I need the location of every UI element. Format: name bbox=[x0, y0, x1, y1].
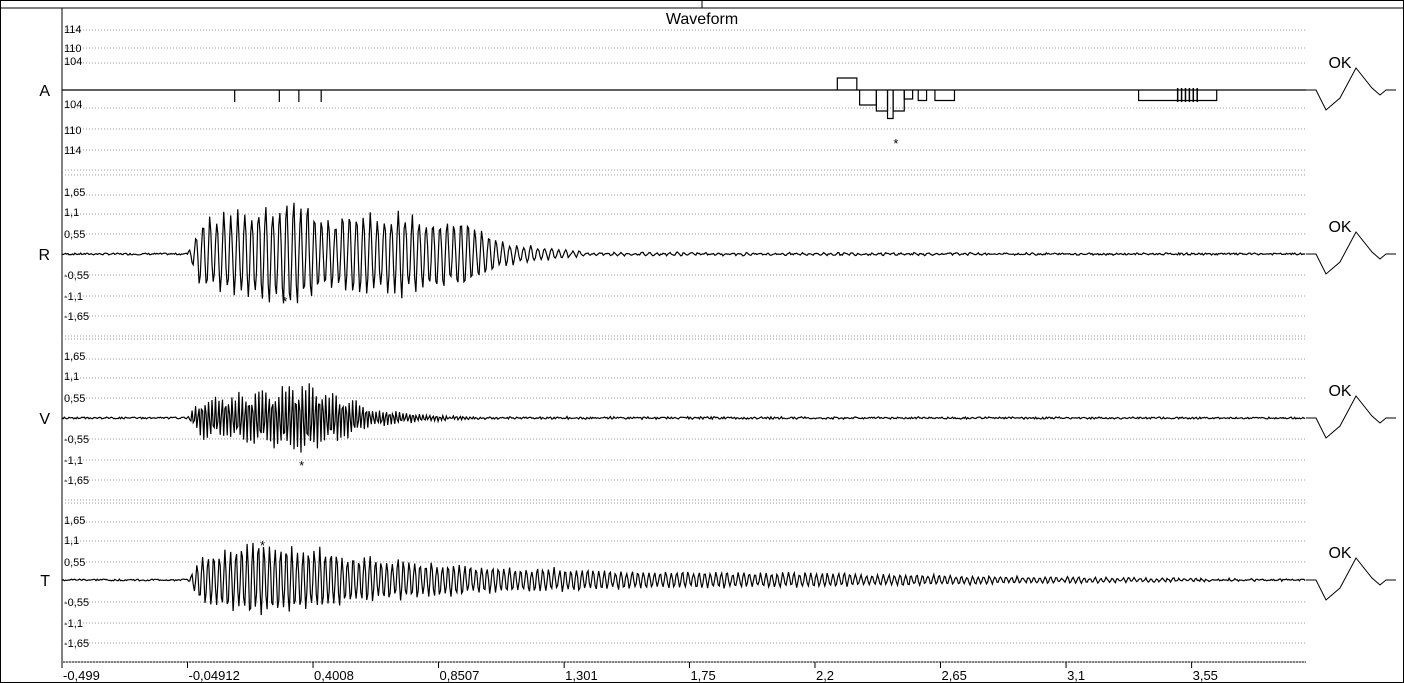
y-tick-label: 1,65 bbox=[64, 187, 85, 199]
peak-marker: * bbox=[299, 458, 304, 473]
y-tick-label: -1,65 bbox=[64, 475, 89, 487]
x-tick-label: -0,499 bbox=[63, 668, 100, 683]
x-tick-label: 3,1 bbox=[1067, 668, 1085, 683]
y-tick-label: -0,55 bbox=[64, 270, 89, 282]
channel-layer: A114110104104110114OK*R1,651,10,55-0,55-… bbox=[38, 24, 1396, 650]
chart-title: Waveform bbox=[666, 11, 738, 28]
x-tick-label: 1,301 bbox=[565, 668, 598, 683]
x-tick-label: 3,55 bbox=[1193, 668, 1218, 683]
waveform-line bbox=[61, 542, 1306, 616]
channel-label: R bbox=[38, 247, 50, 264]
level-segment bbox=[903, 90, 914, 100]
x-tick-label: 0,8507 bbox=[440, 668, 480, 683]
peak-marker: * bbox=[260, 538, 265, 553]
y-tick-label: 114 bbox=[64, 145, 82, 157]
x-tick-label: 2,65 bbox=[942, 668, 967, 683]
y-tick-label: -1,65 bbox=[64, 638, 89, 650]
y-tick-label: -0,55 bbox=[64, 597, 89, 609]
y-tick-label: 104 bbox=[64, 56, 82, 68]
calibration-pulse bbox=[1306, 557, 1396, 601]
channel-label: T bbox=[40, 573, 50, 590]
calibration-pulse bbox=[1306, 395, 1396, 439]
y-tick-label: 1,1 bbox=[64, 371, 79, 383]
y-tick-label: 1,65 bbox=[64, 351, 85, 363]
y-tick-label: 1,65 bbox=[64, 515, 85, 527]
x-tick-label: -0,04912 bbox=[189, 668, 240, 683]
status-label: OK bbox=[1328, 383, 1351, 400]
y-tick-label: -1,1 bbox=[64, 618, 83, 630]
y-tick-label: 1,1 bbox=[64, 535, 79, 547]
y-tick-label: 110 bbox=[64, 125, 82, 137]
level-segment bbox=[917, 90, 928, 102]
y-tick-label: 0,55 bbox=[64, 393, 85, 405]
y-tick-label: -1,65 bbox=[64, 311, 89, 323]
x-tick-label: 0,4008 bbox=[314, 668, 354, 683]
status-label: OK bbox=[1328, 55, 1351, 72]
channel-label: A bbox=[39, 83, 50, 100]
grid-layer bbox=[62, 29, 1306, 663]
level-segment bbox=[892, 90, 905, 112]
peak-marker: * bbox=[893, 136, 898, 151]
waveform-line bbox=[61, 383, 1306, 453]
x-axis: -0,499 -0,04912 0,4008 0,8507 1,301 1,75 2,2 2,… bbox=[61, 662, 1218, 683]
waveform-line bbox=[61, 202, 1306, 304]
x-tick-label: 1,75 bbox=[690, 668, 715, 683]
level-segment bbox=[934, 90, 956, 102]
y-tick-label: 1,1 bbox=[64, 207, 79, 219]
peak-marker: * bbox=[282, 294, 287, 309]
y-tick-label: -1,1 bbox=[64, 455, 83, 467]
x-tick-label: 2,2 bbox=[816, 668, 834, 683]
status-label: OK bbox=[1328, 545, 1351, 562]
status-label: OK bbox=[1328, 219, 1351, 236]
channel-label: V bbox=[39, 411, 50, 428]
y-tick-label: 104 bbox=[64, 99, 82, 111]
y-tick-label: 0,55 bbox=[64, 557, 85, 569]
y-tick-label: 110 bbox=[64, 43, 82, 55]
y-tick-label: 114 bbox=[64, 24, 82, 36]
level-segment bbox=[836, 77, 858, 90]
y-tick-label: 0,55 bbox=[64, 229, 85, 241]
calibration-pulse bbox=[1306, 67, 1396, 111]
calibration-pulse bbox=[1306, 231, 1396, 275]
y-tick-label: -0,55 bbox=[64, 434, 89, 446]
y-tick-label: -1,1 bbox=[64, 291, 83, 303]
